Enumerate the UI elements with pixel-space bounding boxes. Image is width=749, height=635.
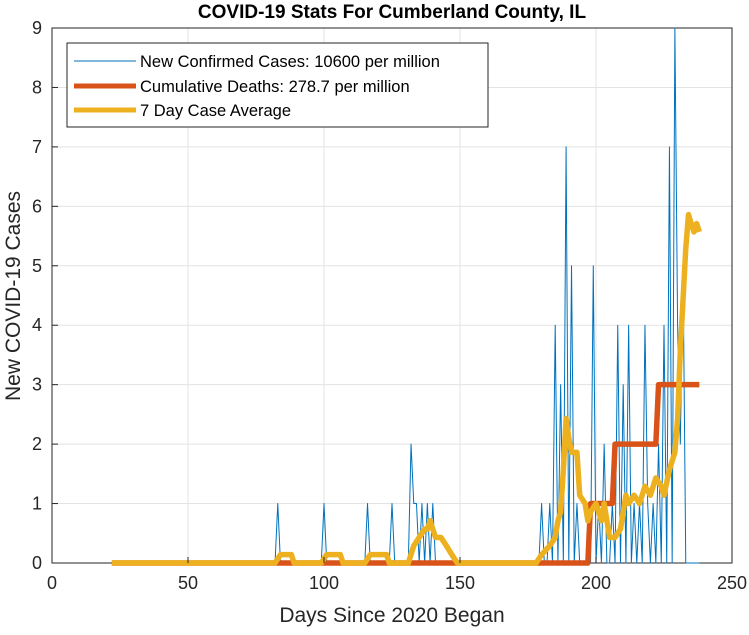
y-tick-label: 3	[32, 375, 42, 395]
y-tick-label: 2	[32, 434, 42, 454]
x-tick-label: 200	[581, 573, 611, 593]
y-tick-label: 0	[32, 553, 42, 573]
x-tick-label: 100	[309, 573, 339, 593]
cumulative-deaths-series-line	[111, 381, 700, 566]
x-tick-label: 0	[47, 573, 57, 593]
y-tick-label: 8	[32, 77, 42, 97]
series-layer	[111, 27, 702, 566]
x-tick-label: 50	[178, 573, 198, 593]
legend: New Confirmed Cases: 10600 per million C…	[66, 42, 489, 128]
x-axis-label: Days Since 2020 Began	[279, 604, 504, 627]
y-tick-label: 6	[32, 196, 42, 216]
seven-day-average-series-line	[111, 211, 702, 566]
y-tick-label: 1	[32, 494, 42, 514]
y-axis-label: New COVID-19 Cases	[2, 191, 25, 401]
legend-box	[66, 42, 489, 128]
y-tick-label: 7	[32, 137, 42, 157]
x-tick-label: 150	[445, 573, 475, 593]
y-tick-label: 9	[32, 18, 42, 38]
y-tick-label: 5	[32, 256, 42, 276]
legend-label-7day-average: 7 Day Case Average	[140, 102, 291, 120]
axis-ticks: 0 50 100 150 200 250 0 1 2 3 4 5 6 7 8 9	[32, 18, 747, 593]
legend-label-deaths: Cumulative Deaths: 278.7 per million	[140, 78, 410, 96]
y-tick-label: 4	[32, 315, 42, 335]
x-tick-label: 250	[717, 573, 747, 593]
legend-label-new-cases: New Confirmed Cases: 10600 per million	[140, 53, 440, 71]
chart-title: COVID-19 Stats For Cumberland County, IL	[198, 2, 587, 23]
